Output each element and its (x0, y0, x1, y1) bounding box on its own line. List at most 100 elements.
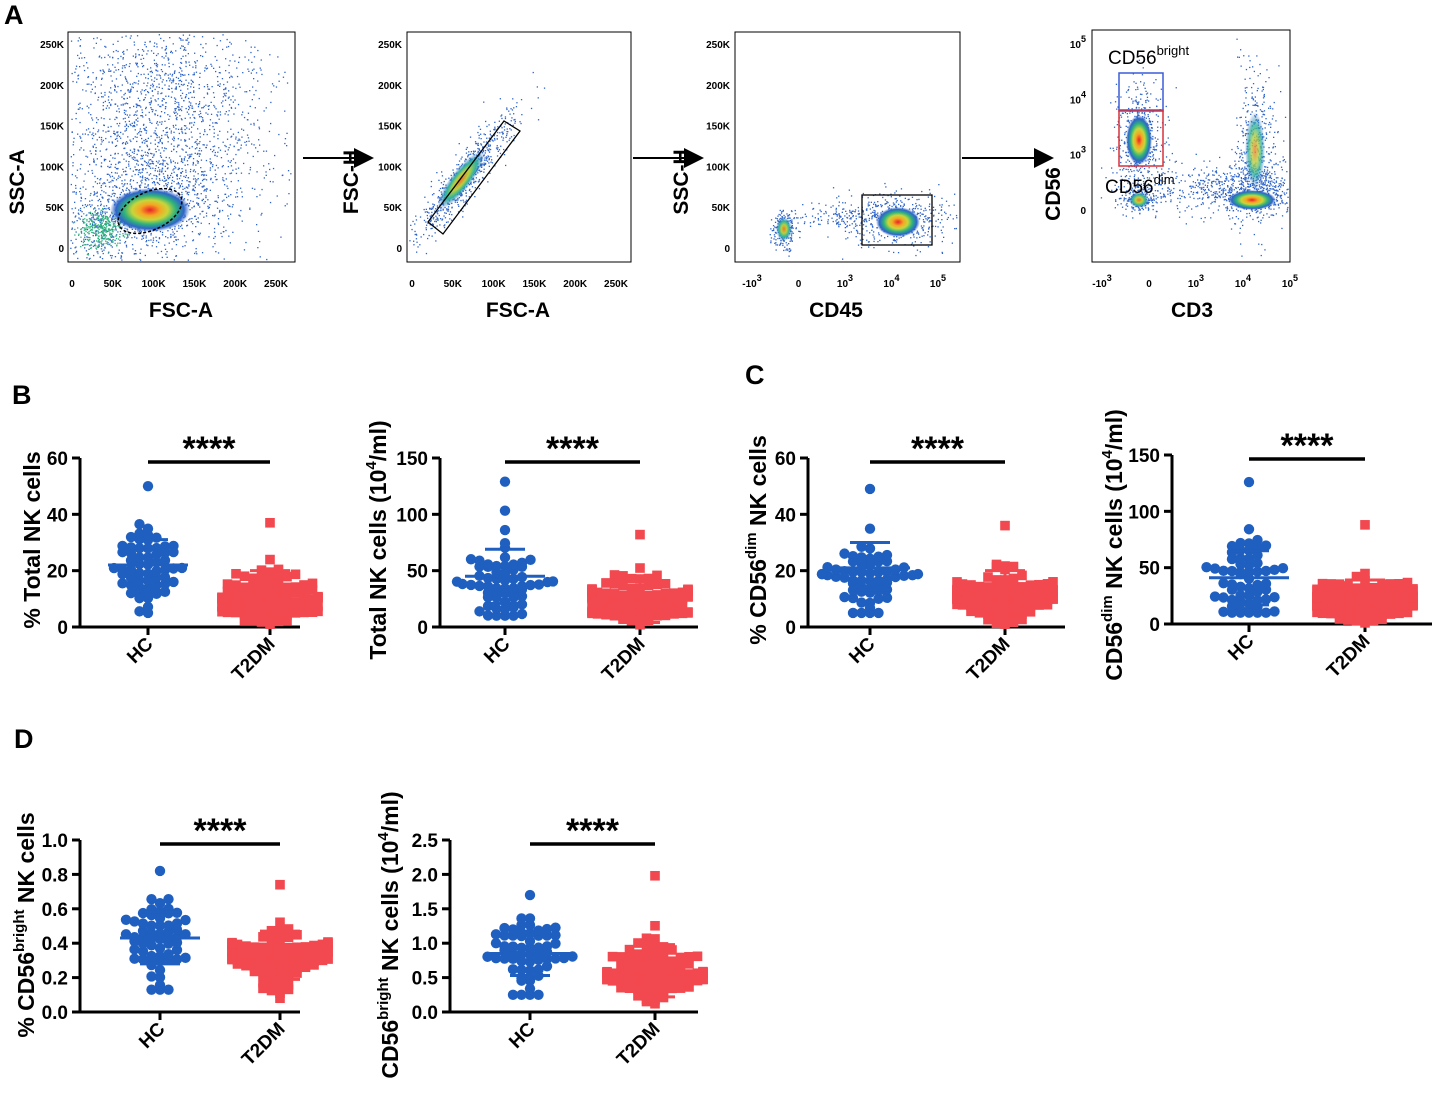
event-dot (194, 117, 196, 119)
event-dot (820, 219, 823, 221)
event-dot (1120, 161, 1122, 164)
event-dot (110, 245, 112, 247)
event-dot (157, 252, 159, 254)
event-dot (174, 162, 176, 164)
event-dot (242, 111, 244, 113)
event-dot (154, 77, 156, 79)
event-dot (825, 210, 827, 213)
event-dot (165, 179, 167, 181)
event-dot (188, 41, 190, 43)
event-dot (163, 150, 165, 152)
event-dot (86, 223, 88, 225)
event-dot (110, 181, 112, 183)
panel-label-a: A (4, 0, 24, 30)
event-dot (176, 174, 178, 177)
event-dot (78, 103, 80, 105)
event-dot (213, 104, 215, 107)
event-dot (430, 220, 432, 222)
event-dot (247, 119, 249, 121)
event-dot (131, 86, 133, 88)
event-dot (136, 188, 138, 190)
event-dot (955, 227, 957, 230)
event-dot (436, 206, 439, 209)
event-dot (75, 251, 77, 254)
event-dot (537, 97, 539, 99)
event-dot (105, 224, 107, 226)
event-dot (185, 144, 187, 147)
event-dot (1119, 179, 1121, 182)
event-dot (780, 240, 782, 242)
event-dot (413, 244, 415, 246)
event-dot (125, 102, 127, 104)
event-dot (159, 139, 161, 141)
event-dot (100, 242, 102, 244)
event-dot (187, 37, 189, 40)
event-dot (494, 139, 496, 141)
event-dot (101, 235, 103, 237)
event-dot (776, 218, 778, 220)
event-dot (126, 152, 128, 154)
event-dot (164, 180, 166, 182)
event-dot (214, 151, 216, 154)
event-dot (149, 104, 151, 106)
event-dot (1147, 171, 1149, 174)
event-dot (457, 204, 459, 206)
event-dot (851, 210, 853, 212)
event-dot (165, 95, 167, 97)
event-dot (486, 158, 488, 160)
event-dot (136, 64, 138, 66)
event-dot (133, 105, 135, 108)
event-dot (97, 227, 99, 229)
event-dot (141, 168, 143, 170)
event-dot (196, 197, 198, 199)
event-dot (108, 195, 111, 197)
event-dot (109, 160, 111, 162)
x-tick-label: 104 (883, 273, 899, 290)
event-dot (203, 96, 205, 99)
event-dot (1128, 86, 1130, 88)
event-dot (162, 159, 164, 161)
event-dot (82, 89, 84, 91)
event-dot (123, 158, 125, 160)
event-dot (158, 237, 161, 239)
event-dot (120, 55, 122, 58)
event-dot (205, 196, 207, 199)
event-dot (79, 207, 82, 210)
event-dot (191, 136, 193, 138)
event-dot (150, 84, 152, 87)
event-dot (159, 140, 161, 142)
event-dot (210, 161, 212, 164)
event-dot (952, 218, 954, 220)
event-dot (781, 211, 783, 213)
event-dot (207, 88, 209, 90)
event-dot (488, 124, 490, 126)
event-dot (94, 86, 96, 88)
event-dot (82, 204, 84, 207)
event-dot (482, 146, 484, 149)
event-dot (1123, 167, 1125, 170)
event-dot (871, 224, 873, 226)
event-dot (1148, 161, 1150, 163)
event-dot (78, 233, 80, 235)
event-dot (83, 240, 85, 242)
event-dot (175, 236, 177, 238)
event-dot (229, 144, 231, 146)
event-dot (212, 146, 214, 148)
event-dot (153, 80, 155, 82)
event-dot (187, 88, 189, 90)
event-dot (85, 90, 87, 92)
event-dot (1158, 158, 1160, 160)
event-dot (142, 168, 144, 170)
event-dot (862, 192, 864, 195)
event-dot (479, 171, 481, 173)
event-dot (175, 244, 178, 246)
event-dot (79, 187, 82, 190)
event-dot (503, 148, 505, 151)
event-dot (89, 237, 91, 239)
event-dot (868, 201, 870, 203)
event-dot (916, 213, 918, 216)
event-dot (170, 186, 172, 188)
event-dot (126, 233, 128, 235)
event-dot (431, 235, 433, 237)
event-dot (173, 131, 175, 133)
